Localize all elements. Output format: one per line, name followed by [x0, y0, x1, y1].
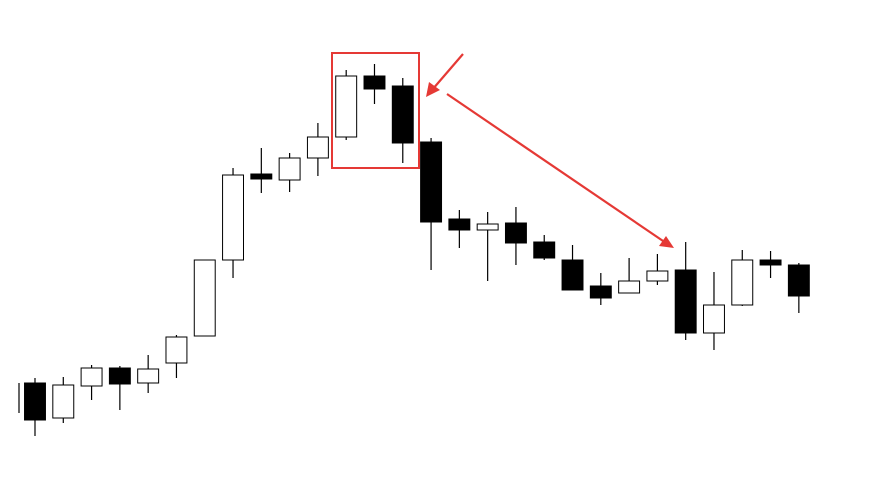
candle-body: [448, 218, 471, 231]
candle-body: [108, 367, 131, 385]
candle-body: [335, 75, 358, 138]
candle-body: [504, 222, 527, 244]
candle-body: [787, 264, 810, 297]
arrow-line: [431, 53, 464, 91]
candle-body: [193, 259, 216, 337]
candle-body: [222, 174, 245, 261]
candle-body: [589, 285, 612, 299]
candle-body: [363, 75, 386, 90]
candle-body: [52, 384, 75, 419]
candle-body: [250, 173, 273, 180]
candle-body: [137, 368, 160, 384]
plot: [24, 64, 810, 436]
candle-body: [165, 336, 188, 364]
candle-body: [561, 259, 584, 291]
candle-body: [618, 280, 641, 294]
candle-body: [476, 223, 499, 231]
candle-body: [391, 85, 414, 144]
candle-body: [674, 269, 697, 334]
candle-body: [703, 304, 725, 334]
candle-body: [306, 136, 329, 159]
arrow-head: [426, 82, 440, 97]
candle-body: [80, 367, 103, 387]
candle-body: [24, 382, 46, 421]
candle-body: [278, 157, 301, 181]
candle-body: [731, 259, 754, 306]
candle-body: [759, 259, 782, 266]
highlight-box: [331, 52, 420, 169]
arrow-head: [659, 236, 674, 248]
arrows: [426, 53, 674, 248]
arrow-line: [446, 93, 667, 244]
candle-body: [646, 270, 669, 282]
candle-body: [533, 241, 556, 259]
candle-body: [420, 141, 443, 223]
